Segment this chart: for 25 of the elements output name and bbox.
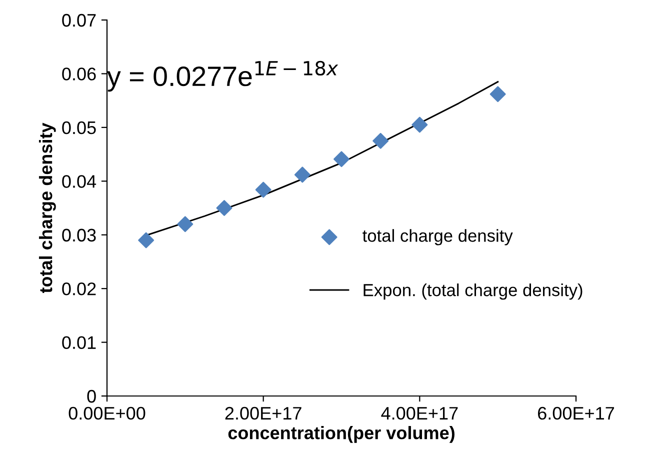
legend-label: Expon. (total charge density) [364,283,582,300]
y-tick-label: 0 [87,390,96,403]
x-tick-label: 6.00E+17 [538,406,614,420]
point [255,182,272,198]
x-tick-label: 0.00E+00 [68,406,146,420]
legend-label: total charge density [362,229,513,246]
annotation: y = 0.0277e$^{1E−18x}$ [107,60,338,92]
point [334,151,350,168]
x-tick-label: 4.00E+17 [381,406,458,420]
x-tick-label: 2.00E+17 [225,406,302,420]
y-tick-label: 0.06 [62,68,96,80]
y-tick-label: 0.04 [62,175,96,188]
y-tick-label: 0.03 [62,228,96,242]
y-tick-label: 0.02 [62,282,96,296]
x-axis-title: concentration(per volume) [228,426,454,443]
point [372,132,389,149]
point [412,116,428,133]
y-tick-label: 0.05 [62,121,96,134]
point [294,166,310,183]
point [138,232,154,248]
point [177,216,194,232]
y-axis-title: total charge density [38,122,56,294]
y-tick-label: 0.01 [62,336,96,350]
y-tick-label: 0.07 [62,14,96,27]
point [216,200,232,216]
